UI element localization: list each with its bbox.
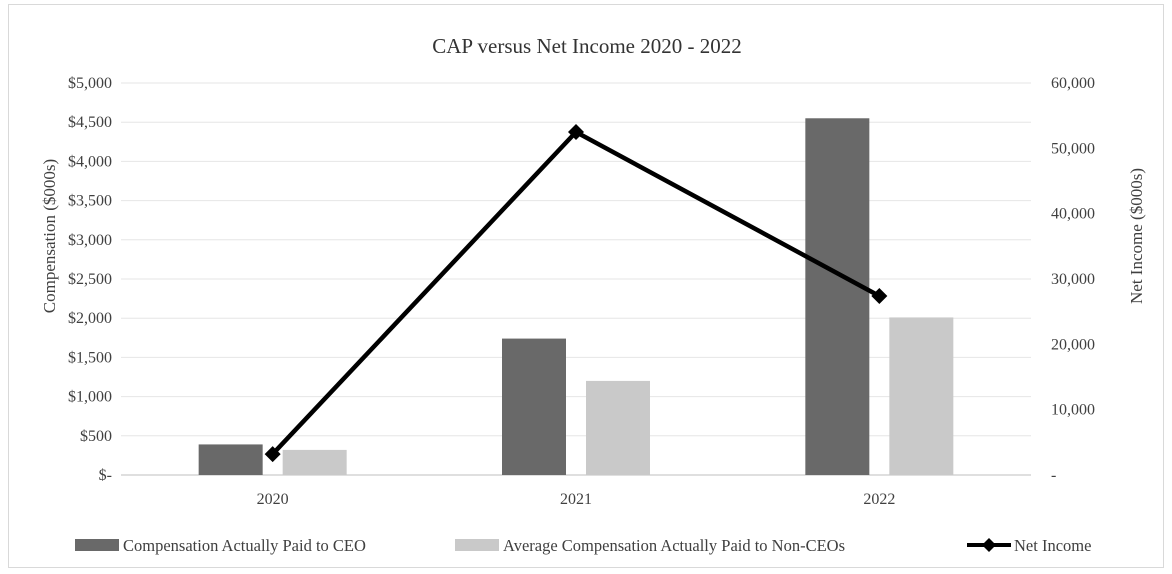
x-tick-label: 2020 [257,491,289,508]
legend-item: Net Income [967,536,1091,555]
net-income-line [264,124,888,463]
non-ceo-cap-bar [889,317,954,475]
legend-label: Compensation Actually Paid to CEO [123,536,366,555]
gridlines [121,82,1031,476]
net-income-polyline [271,129,881,456]
ceo-cap-bar [198,444,263,475]
chart-title: CAP versus Net Income 2020 - 2022 [432,34,742,58]
y-tick-label: $3,500 [68,193,112,210]
left-axis-ticks: $- $500 $1,000 $1,500 $2,000 $2,500 $3,000 $3,5… [68,75,112,484]
legend-item: Average Compensation Actually Paid to No… [455,536,845,555]
bars [198,118,954,475]
legend-swatch [75,539,119,551]
y2-tick-label: 20,000 [1051,336,1095,353]
y-tick-label: $2,500 [68,271,112,288]
non-ceo-cap-bar [586,380,650,475]
y-tick-label: $1,000 [68,389,112,406]
y-tick-label: $4,500 [68,114,112,131]
net-income-point [871,287,888,304]
legend: Compensation Actually Paid to CEO Average… [75,536,1091,555]
right-axis-title: Net Income ($000s) [1127,168,1146,304]
y-tick-label: $5,000 [68,75,112,92]
y-tick-label: $1,500 [68,349,112,366]
y-tick-label: $3,000 [68,232,112,249]
y-tick-label: $2,000 [68,310,112,327]
y-tick-label: $500 [80,428,112,445]
x-axis-ticks: 2020 2021 2022 [257,491,896,508]
legend-label: Net Income [1014,536,1091,555]
x-tick-label: 2022 [863,491,895,508]
chart-frame: CAP versus Net Income 2020 - 2022 $- $500… [8,4,1164,568]
ceo-cap-bar [805,118,870,475]
y2-tick-label: 50,000 [1051,140,1095,157]
y2-tick-label: 30,000 [1051,271,1095,288]
y-tick-label: $- [99,467,112,484]
ceo-cap-bar [502,338,566,475]
y2-tick-label: 10,000 [1051,402,1095,419]
y2-tick-label: 40,000 [1051,206,1095,223]
non-ceo-cap-bar [282,449,347,475]
right-axis-ticks: - 10,000 20,000 30,000 40,000 50,000 60,000 [1051,75,1095,484]
legend-marker [982,538,996,552]
net-income-point [264,446,281,463]
legend-swatch [455,539,499,551]
left-axis-title: Compensation ($000s) [40,159,59,313]
y2-tick-label: - [1051,467,1056,484]
y-tick-label: $4,000 [68,153,112,170]
y2-tick-label: 60,000 [1051,75,1095,92]
chart-canvas: CAP versus Net Income 2020 - 2022 $- $500… [40,34,1146,555]
legend-item: Compensation Actually Paid to CEO [75,536,366,555]
net-income-point [568,124,584,140]
x-tick-label: 2021 [560,491,592,508]
legend-label: Average Compensation Actually Paid to No… [503,536,845,555]
